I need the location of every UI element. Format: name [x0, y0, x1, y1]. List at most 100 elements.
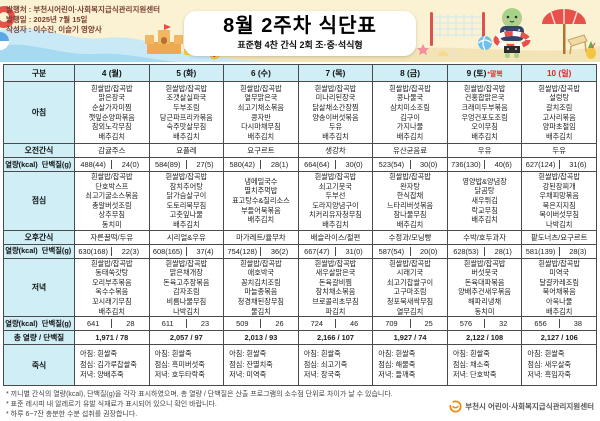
menu-item: 북어채볶음: [542, 287, 576, 297]
energy-label: 열량(kcal): [5, 246, 38, 256]
menu-item: 나박김치: [545, 219, 573, 229]
energy-cell-day4: 664(64) 30(0): [297, 157, 374, 172]
menu-item: 흰쌀밥/잡곡밥: [314, 83, 357, 93]
energy-cell-day4: 724 46: [297, 316, 374, 332]
menu-item: 영양밥&양념장: [462, 176, 507, 186]
title-box: 8월 2주차 식단표 표준형 4찬 간식 2회 조·중·석식형: [184, 11, 416, 56]
row-label-lunch: 점심: [3, 171, 75, 231]
value-cell-total-day7: 2,127 / 106: [521, 330, 597, 346]
value-cell-am_snack-day4: 생강차: [297, 143, 374, 158]
protein-value: 27(5): [185, 160, 223, 169]
menu-item: 완자탕: [400, 181, 420, 191]
row-label-energy: 열량(kcal) 단백질(g): [3, 316, 75, 332]
energy-cell-day7: 627(124) 31(6): [521, 157, 597, 172]
energy-value: 664(64): [304, 160, 330, 169]
menu-item: 옥수수볶음: [95, 287, 129, 297]
menu-item: 배추김치: [396, 131, 424, 141]
energy-cell-day5: 587(54) 20(0): [372, 243, 448, 259]
menu-item: 돈육고추장볶음: [163, 277, 210, 287]
row-lunch: 점심 흰쌀밥/잡곡밥 단호박스프 쇠고기굴소스볶음 총알버섯조림 상추무침 동치미 흰쌀밥/잡…: [3, 171, 597, 231]
day-label: 7 (목): [325, 69, 346, 78]
protein-value: 23: [185, 319, 223, 329]
menu-item: 흰쌀밥/잡곡밥: [240, 258, 282, 268]
menu-item: 도토리묵무침: [166, 200, 207, 210]
energy-value: 576: [459, 319, 473, 329]
protein-value: 28: [111, 319, 148, 329]
porridge-cell-day7: 아침: 흰쌀죽 점심: 새우살죽 저녁: 흑임자죽: [521, 344, 597, 387]
menu-item: 흰쌀밥/잡곡밥: [165, 258, 208, 268]
volleyball-net-icon: [430, 12, 492, 51]
value-cell-am_snack-day5: 유산균음료: [372, 143, 448, 158]
menu-item: 우채피망볶음: [539, 191, 580, 201]
value-cell-total-day6: 2,122 / 108: [446, 330, 523, 346]
menu-item: 멸치주먹밥: [244, 186, 278, 196]
protein-value: 25: [409, 319, 447, 329]
menu-cell-dinner-day7: 흰쌀밥/잡곡밥 미역국 달걀카레조림 북어채볶음 아욱나물 배추김치: [521, 257, 597, 318]
energy-value: 709: [385, 319, 398, 329]
porridge-item: 점심: 쇠고기죽: [303, 359, 348, 369]
day-label: 9 (토): [466, 69, 487, 78]
value-cell-am_snack-day6: 우유: [446, 143, 523, 158]
row-label-dinner: 저녁: [3, 257, 75, 318]
beach-chair-icon: [567, 34, 588, 55]
lifebuoy-icon: [0, 6, 15, 28]
menu-item: 흰쌀밥/잡곡밥: [165, 83, 208, 93]
protein-value: 31(6): [558, 160, 596, 169]
energy-value: 754(128): [227, 246, 258, 256]
turtle-mascot-icon: [493, 8, 531, 58]
menu-item: 배추김치: [98, 306, 125, 316]
porridge-item: 저녁: 들깨죽: [378, 370, 416, 380]
menu-item: 단호박스프: [95, 181, 129, 191]
menu-item: 조갯살실파국: [166, 93, 207, 103]
porridge-item: 점심: 해물죽: [378, 359, 416, 369]
footnote-3: * 하루 6~7잔 충분한 수분 섭취를 권장합니다.: [6, 410, 138, 418]
value-cell-am_snack-day3: 요구르트: [223, 143, 299, 158]
menu-cell-breakfast-day3: 흰쌀밥/잡곡밥 열무맑은국 쇠고기채소볶음 콩자반 다시마채무침 배추김치: [223, 81, 299, 144]
menu-item: 마늘종볶음: [244, 287, 278, 297]
menu-item: 깻잎순양파볶음: [88, 112, 135, 122]
menu-item: 물김치: [250, 306, 271, 316]
day-label: 5 (화): [176, 69, 197, 78]
protein-label: 단백질(g): [41, 159, 72, 169]
porridge-item: 점심: 김가루찹쌀죽: [80, 359, 137, 369]
row-porridge: 죽식 아침: 흰쌀죽 점심: 김가루찹쌀죽 저녁: 양배추죽 아침: 흰쌀죽 점심: 흑미…: [3, 344, 597, 387]
protein-value: 30(0): [334, 160, 372, 169]
protein-label: 단백질(g): [41, 246, 72, 256]
day-label: 6 (수): [250, 69, 271, 78]
menu-item: 두유: [328, 122, 343, 132]
value-cell-am_snack-day7: 두유: [521, 143, 597, 158]
menu-cell-breakfast-day4: 흰쌀밥/잡곡밥 미나리된장국 닭살채소간장찜 양송이버섯볶음 두유 배추김치: [297, 81, 374, 144]
footer: * 끼니별 간식의 열량(kcal), 단백질(g)을 각각 표시하였으며, 총…: [0, 386, 600, 419]
energy-cell-day1: 630(168) 22(3): [74, 243, 150, 259]
menu-item: 강된장찌개: [542, 181, 576, 191]
menu-cell-dinner-day5: 흰쌀밥/잡곡밥 시래기국 쇠고기찹쌀구이 고구마조림 청포묵새싹무침 열무김치: [372, 257, 448, 318]
menu-cell-breakfast-day6: 흰쌀밥/잡곡밥 건홍합맑은국 크래미두부볶음 우엉건포도조림 오이무침 배추김치: [446, 81, 523, 144]
value-cell-pm_snack-day2: 시리얼&우유: [148, 229, 225, 245]
row-label-am_snack: 오전간식: [3, 143, 75, 158]
author-line: 작성자 : 이수진, 이슬기 영양사: [6, 25, 102, 34]
menu-item: 흰쌀밥/잡곡밥: [90, 172, 133, 181]
porridge-item: 점심: 흑미버섯죽: [154, 359, 205, 369]
menu-item: 비름나물무침: [166, 296, 207, 306]
menu-item: 두부선: [325, 191, 346, 201]
menu-item: 쇠고기채소볶음: [237, 102, 285, 112]
menu-cell-lunch-day7: 흰쌀밥/잡곡밥 강된장찌개 우채피망볶음 묵은지지짐 목이버섯무침 나박김치: [521, 171, 597, 231]
energy-label: 열량(kcal): [5, 159, 38, 169]
energy-value: 581(139): [525, 246, 556, 256]
menu-item: 열무맑은국: [244, 93, 278, 103]
menu-cell-breakfast-day1: 흰쌀밥/잡곡밥 맑은장국 순살가자미찜 깻잎순양파볶음 참외노각무침 배추김치: [74, 81, 150, 144]
menu-table: 구분 4 (월) 5 (화) 6 (수) 7 (목) 8 (금) 9 (토)*말복 10 (…: [3, 64, 597, 387]
menu-item: 버섯뭇국: [471, 268, 498, 278]
menu-item: 감자조림: [173, 287, 200, 297]
center-logo: 부천시 어린이·사회복지급식관리지원센터: [449, 400, 594, 413]
page-subtitle: 표준형 4찬 간식 2회 조·중·석식형: [237, 40, 363, 50]
menu-item: 파김치: [325, 306, 346, 316]
porridge-item: 아침: 흰쌀죽: [378, 349, 416, 359]
menu-cell-dinner-day4: 흰쌀밥/잡곡밥 새우살맑은국 돈육갈비찜 참치채소볶음 브로콜리초무침 파김치: [297, 257, 374, 318]
menu-item: 당근파프리카볶음: [159, 112, 213, 122]
menu-item: 흰쌀밥/잡곡밥: [389, 172, 431, 181]
row-pm_snack: 오후간식 자른꿀떡/두유 시리얼&우유 마가레트/율무차 배슬라이스/절편 수정과/모닝빵…: [3, 229, 597, 245]
row-energy: 열량(kcal) 단백질(g) 641 28 611 23 509 26 724 46 709 25 5…: [3, 316, 597, 332]
menu-item: 냉메밀국수: [244, 176, 278, 186]
